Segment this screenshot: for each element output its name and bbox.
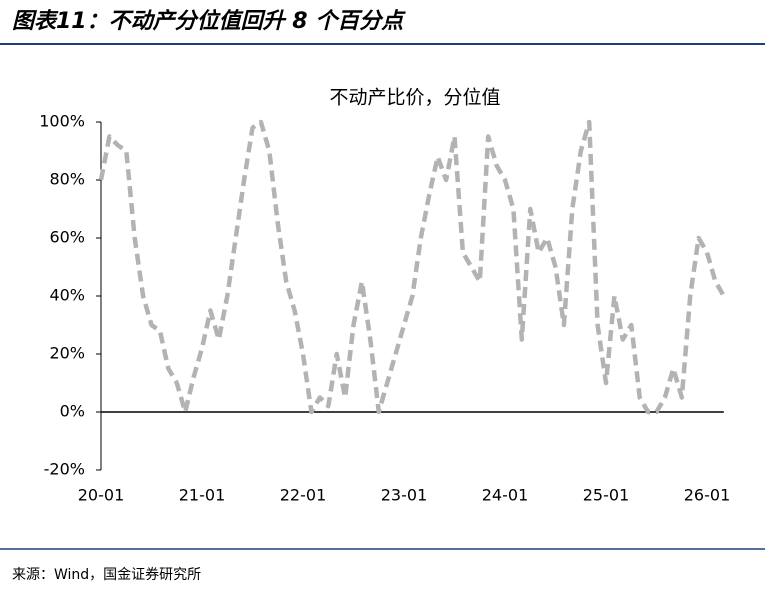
source: 来源：Wind，国金证券研究所 — [12, 567, 201, 583]
y-tick-label: 100% — [39, 112, 85, 131]
x-tick-label: 20-01 — [78, 486, 125, 505]
x-tick-label: 22-01 — [280, 486, 327, 505]
chart-title: 不动产比价，分位值 — [329, 87, 500, 109]
x-tick-label: 23-01 — [381, 486, 428, 505]
x-tick-label: 25-01 — [583, 486, 630, 505]
y-tick-label: 40% — [49, 286, 85, 305]
y-tick-label: 60% — [49, 228, 85, 247]
y-tick-label: -20% — [44, 460, 85, 479]
figure-title: 图表11：不动产分位值回升 8 个百分点 — [12, 8, 406, 34]
x-tick-label: 24-01 — [482, 486, 529, 505]
y-tick-label: 80% — [49, 170, 85, 189]
x-tick-label: 26-01 — [684, 486, 731, 505]
y-tick-label: 0% — [60, 402, 85, 421]
series-line — [98, 119, 726, 415]
x-tick-label: 21-01 — [179, 486, 226, 505]
y-tick-label: 20% — [49, 344, 85, 363]
